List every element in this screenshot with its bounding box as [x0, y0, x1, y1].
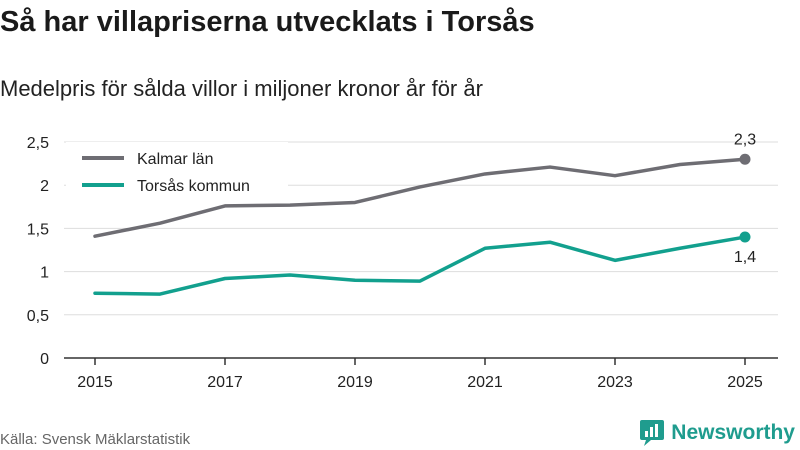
chart-title: Så har villapriserna utvecklats i Torsås [0, 6, 535, 38]
data-label: 1,4 [734, 249, 756, 266]
x-tick-label: 2021 [467, 374, 503, 391]
x-tick-label: 2019 [337, 374, 373, 391]
chart-subtitle: Medelpris för sålda villor i miljoner kr… [0, 76, 483, 101]
series-line [93, 157, 747, 238]
y-tick-label: 0,5 [27, 308, 49, 325]
line-chart: 0 0,5 1 1,5 2 2,5 2015 2017 2019 2021 2023 2025 Kalm… [27, 131, 778, 391]
source-note: Källa: Svensk Mäklarstatistik [0, 431, 191, 448]
series-end-point [739, 153, 751, 165]
y-tick-label: 2 [40, 178, 49, 195]
brand-name: Newsworthy [671, 421, 795, 444]
legend-label: Torsås kommun [137, 177, 250, 195]
y-tick-label: 2,5 [27, 135, 49, 152]
series-end-point [739, 231, 751, 243]
y-tick-label: 1 [40, 265, 49, 282]
y-tick-label: 0 [40, 351, 49, 368]
x-tick-label: 2025 [727, 374, 763, 391]
newsworthy-logo-icon [640, 420, 665, 446]
legend-label: Kalmar län [137, 151, 213, 168]
brand-logo: Newsworthy [639, 419, 795, 447]
legend-background [66, 142, 288, 200]
data-label: 2,3 [734, 131, 756, 148]
x-tick-label: 2017 [207, 374, 243, 391]
x-tick-label: 2015 [77, 374, 113, 391]
y-tick-label: 1,5 [27, 221, 49, 238]
series-line [93, 235, 747, 296]
x-tick-label: 2023 [597, 374, 633, 391]
